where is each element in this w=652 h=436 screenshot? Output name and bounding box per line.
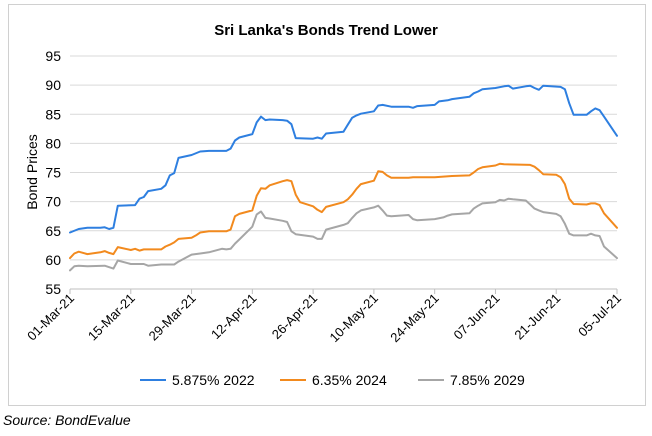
chart-title: Sri Lanka's Bonds Trend Lower [214,22,438,39]
x-tick-label: 15-Mar-21 [85,291,138,344]
legend: 5.875% 2022 6.35% 2024 7.85% 2029 [140,372,525,388]
x-tick-label: 05-Jul-21 [575,291,624,340]
series-lines [69,84,618,272]
source-note: Source: BondEvalue [3,412,131,428]
x-tick-label: 24-May-21 [387,291,442,346]
y-tick-label: 95 [45,48,61,64]
y-tick-label: 90 [45,77,61,93]
legend-label: 7.85% 2029 [450,372,525,388]
x-tick-label: 01-Mar-21 [24,291,77,344]
y-tick-label: 85 [45,106,61,122]
chart-frame [8,4,646,406]
x-tick-label: 07-Jun-21 [451,291,503,343]
y-axis-label: Bond Prices [24,134,40,209]
y-tick-label: 75 [45,165,61,181]
series-line-2 [69,162,618,260]
y-tick-label: 60 [45,252,61,268]
legend-label: 5.875% 2022 [172,372,255,388]
x-tick-labels: 01-Mar-21 15-Mar-21 29-Mar-21 12-Apr-21 26-A… [24,288,624,346]
y-tick-label: 80 [45,135,61,151]
series-line-3 [69,197,618,272]
series-line-1 [69,84,618,234]
x-tick-label: 26-Apr-21 [269,291,320,342]
y-tick-label: 55 [45,281,61,297]
y-tick-label: 70 [45,194,61,210]
x-tick-label: 12-Apr-21 [208,291,259,342]
x-tick-label: 21-Jun-21 [511,291,563,343]
x-tick-label: 10-May-21 [326,291,381,346]
gridlines [70,55,617,290]
y-tick-label: 65 [45,223,61,239]
y-tick-labels: 55 60 65 70 75 80 85 90 95 [45,48,61,297]
legend-label: 6.35% 2024 [312,372,387,388]
x-tick-label: 29-Mar-21 [146,291,199,344]
